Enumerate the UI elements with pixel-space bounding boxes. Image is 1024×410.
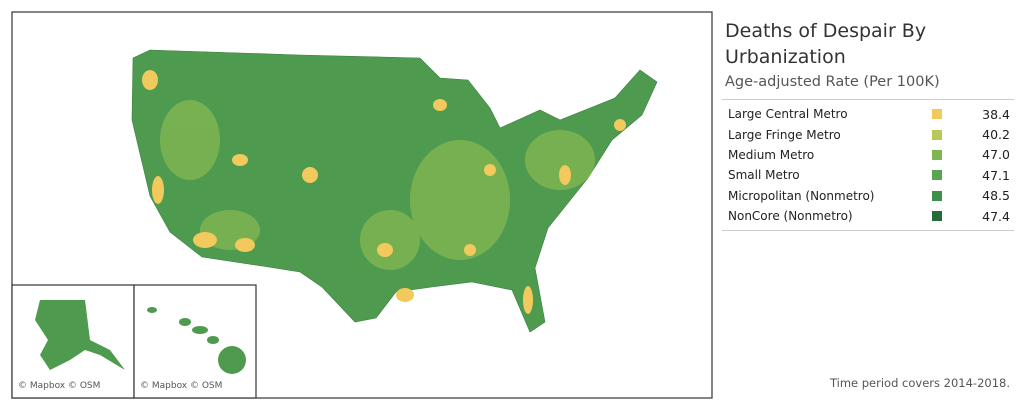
legend-value: 47.4 [982, 208, 1010, 224]
attribution: © Mapbox © OSM [140, 381, 222, 391]
legend-label: Medium Metro [728, 147, 815, 162]
legend: Large Central Metro 38.4 Large Fringe Metr… [722, 99, 1014, 232]
legend-swatch [932, 170, 942, 181]
map-shading [160, 100, 595, 270]
hawaii [147, 307, 246, 374]
legend-label: NonCore (Nonmetro) [728, 209, 853, 224]
legend-row: Large Fringe Metro 40.2 [722, 124, 1014, 144]
legend-label: Micropolitan (Nonmetro) [728, 188, 875, 203]
legend-row: Micropolitan (Nonmetro) 48.5 [722, 186, 1014, 206]
legend-label: Large Central Metro [728, 107, 848, 122]
hawaii-inset [133, 284, 257, 399]
legend-swatch [932, 149, 942, 160]
attribution: © Mapbox © OSM [18, 381, 100, 391]
legend-row: Large Central Metro 38.4 [722, 104, 1014, 124]
footnote: Time period covers 2014-2018. [829, 376, 1010, 390]
legend-value: 47.0 [982, 147, 1010, 163]
legend-row: NonCore (Nonmetro) 47.4 [722, 206, 1014, 226]
metro-areas [142, 70, 626, 314]
legend-row: Small Metro 47.1 [722, 165, 1014, 185]
subtitle: Age-adjusted Rate (Per 100K) [725, 74, 940, 90]
legend-label: Large Fringe Metro [728, 127, 841, 142]
legend-value: 48.5 [982, 188, 1010, 204]
alaska [35, 300, 125, 370]
title: Deaths of Despair By Urbanization [725, 20, 927, 68]
legend-value: 47.1 [982, 167, 1010, 183]
legend-swatch [932, 190, 942, 201]
legend-swatch [932, 211, 942, 222]
legend-row: Medium Metro 47.0 [722, 145, 1014, 165]
legend-swatch [932, 129, 942, 140]
legend-swatch [932, 109, 942, 120]
map: © Mapbox © OSM © Mapbox © OSM [11, 11, 713, 399]
us-mainland [131, 49, 658, 333]
legend-value: 38.4 [982, 106, 1010, 122]
legend-panel: Deaths of Despair By Urbanization Age-ad… [722, 18, 1014, 232]
legend-label: Small Metro [728, 168, 800, 183]
legend-value: 40.2 [982, 127, 1010, 143]
